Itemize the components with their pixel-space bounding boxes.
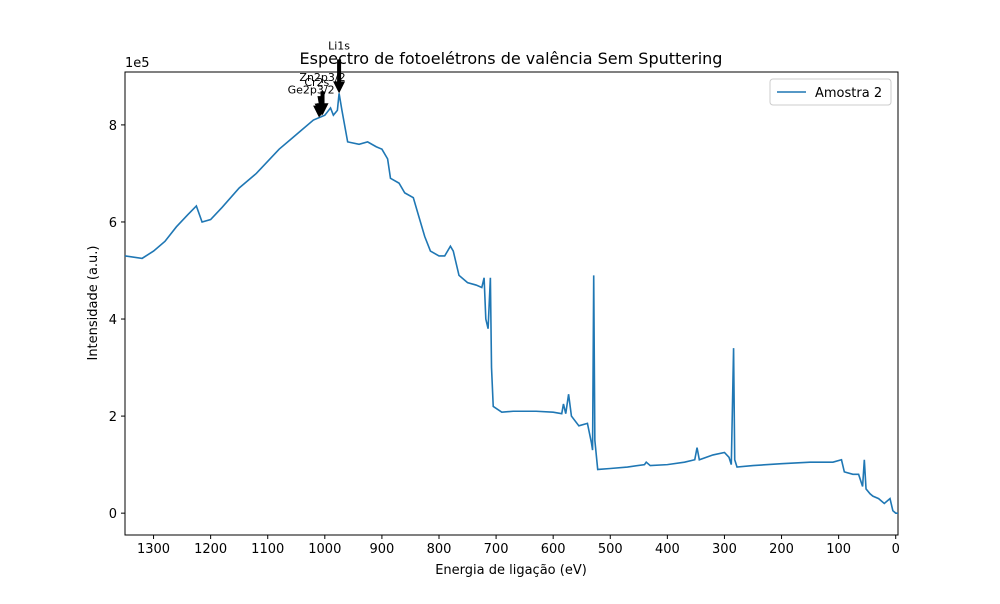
chart-title: Espectro de fotoelétrons de valência Sem…	[300, 49, 723, 68]
annotation-label: Zn2p3/2	[299, 71, 345, 84]
x-tick-label: 1000	[308, 542, 341, 557]
y-tick-label: 2	[109, 410, 117, 425]
x-axis-label: Energia de ligação (eV)	[435, 563, 587, 578]
x-tick-label: 100	[826, 542, 851, 557]
legend-label: Amostra 2	[815, 86, 882, 101]
y-axis-label: Intensidade (a.u.)	[86, 245, 101, 360]
y-offset-label: 1e5	[125, 56, 150, 71]
y-tick-label: 0	[109, 507, 117, 522]
x-tick-label: 1200	[194, 542, 227, 557]
x-tick-label: 300	[712, 542, 737, 557]
x-tick-label: 800	[427, 542, 452, 557]
x-tick-label: 400	[655, 542, 680, 557]
x-tick-label: 1100	[251, 542, 284, 557]
y-tick-label: 4	[109, 313, 117, 328]
x-tick-label: 700	[484, 542, 509, 557]
annotation-arrow	[313, 103, 326, 118]
y-tick-label: 6	[109, 216, 117, 231]
x-tick-label: 1300	[137, 542, 170, 557]
x-tick-label: 900	[369, 542, 394, 557]
y-tick-label: 8	[109, 119, 117, 134]
data-line	[124, 93, 898, 514]
x-tick-label: 0	[892, 542, 900, 557]
plot-frame	[124, 71, 899, 536]
x-tick-label: 600	[541, 542, 566, 557]
annotation-arrow	[333, 59, 346, 94]
legend-box	[769, 78, 892, 106]
annotation-label: Cr2s	[304, 76, 329, 89]
annotation-label: Li1s	[328, 39, 350, 52]
x-tick-label: 200	[769, 542, 794, 557]
legend: Amostra 2	[769, 78, 892, 106]
x-tick-label: 500	[598, 542, 623, 557]
annotation-label: Ge2p3/2	[288, 84, 335, 97]
